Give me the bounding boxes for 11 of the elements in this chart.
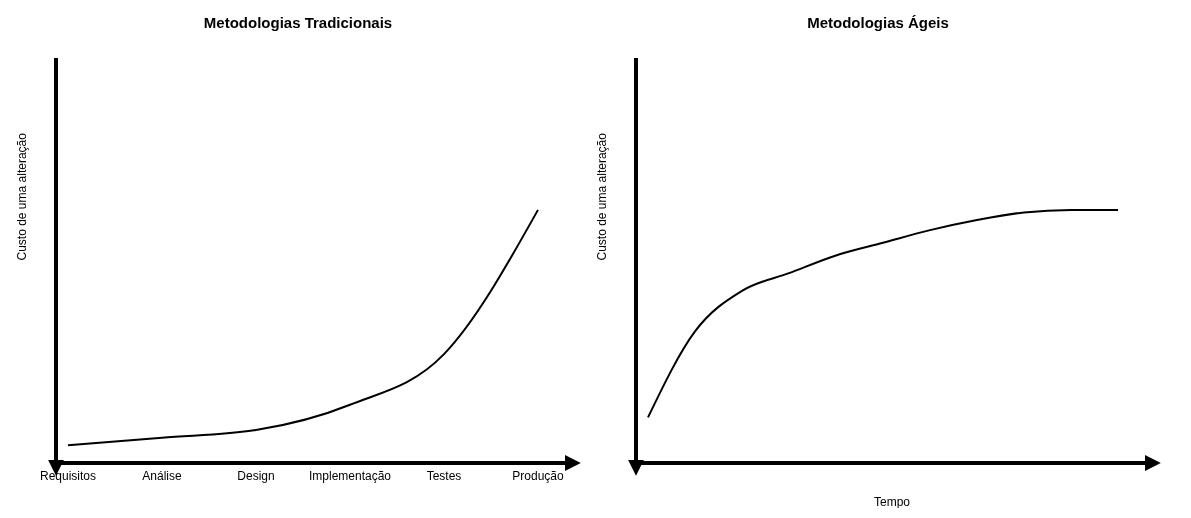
x-tick-label: Requisitos (39, 468, 97, 483)
x-tick-label: Produção (512, 468, 565, 483)
x-tick-label: Testes (426, 468, 462, 483)
y-axis-title: Custo de uma alteração (15, 132, 30, 261)
chart-title: Metodologias Tradicionais (202, 13, 394, 33)
chart-title: Metodologias Ágeis (806, 13, 950, 33)
x-axis-title: Tempo (873, 495, 911, 509)
y-axis-title: Custo de uma alteração (595, 132, 610, 261)
x-tick-label: Implementação (308, 468, 392, 483)
x-tick-label: Design (237, 468, 275, 483)
x-tick-label: Análise (142, 468, 182, 483)
